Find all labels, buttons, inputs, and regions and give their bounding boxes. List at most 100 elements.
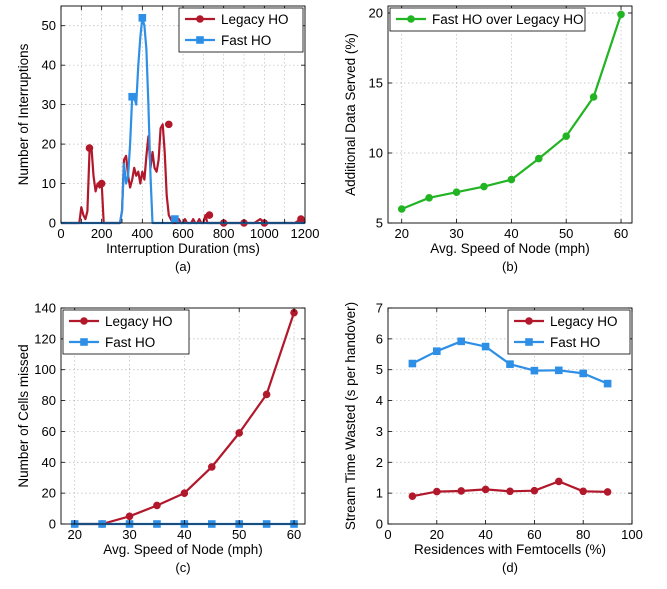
x-tick-label: 800 [213,226,235,241]
x-tick-label: 50 [559,226,573,241]
y-tick-label: 20 [369,6,383,21]
data-point [555,477,563,486]
chart-d: 0 20 40 60 80 100 0 1 2 3 4 5 6 7 Residences with Femt… [343,301,643,576]
y-tick-label: 3 [376,424,383,439]
x-tick-label: 0 [384,527,391,542]
series-d-1 [408,337,612,388]
y-tick-label: 120 [34,331,56,346]
x-tick-label: 20 [430,527,444,542]
legend-label: Legacy HO [221,12,289,27]
data-point [125,512,134,521]
legend-marker [80,338,88,346]
legend-marker [196,15,204,23]
y-tick-label: 30 [42,97,56,112]
y-tick-label: 10 [42,176,56,191]
data-point [530,366,539,375]
data-point [85,144,94,152]
x-tick-label: 600 [172,226,194,241]
y-axis-label: Additional Data Served (%) [343,33,358,196]
legend-a: Legacy HO Fast HO [178,7,304,53]
x-tick-label: 80 [576,527,590,542]
data-point [153,501,161,510]
chart-b: 20 30 40 50 60 5 10 15 20 Avg. Speed of Node (mph… [343,5,633,274]
y-axis-label: Number of Cells missed [16,344,31,487]
data-point [408,359,417,368]
subfigure-caption: (c) [175,560,190,575]
data-point [617,10,625,19]
legend-label: Legacy HO [550,314,618,329]
x-tick-label: 60 [614,226,628,241]
series-c-0 [70,308,298,528]
y-tick-label: 20 [42,137,56,152]
data-point [433,347,441,355]
x-tick-label: 60 [527,527,541,542]
x-tick-label: 400 [131,226,153,241]
plot-frame [60,307,306,525]
chart-c: 20 30 40 50 60 0 20 40 60 80 100 120 140 Avg. Speed o… [16,301,306,575]
y-tick-label: 2 [376,455,383,470]
data-point [128,92,136,101]
legend-marker [525,338,533,346]
x-tick-label: 40 [478,527,492,542]
legend-label: Fast HO [550,335,600,350]
data-point [457,487,466,495]
data-point [205,211,214,219]
y-axis-label: Number of Interruptions [16,43,31,185]
x-tick-label: 200 [91,226,113,241]
data-point [433,487,441,496]
x-tick-label: 30 [449,226,463,241]
data-point [562,132,571,140]
data-point [534,154,543,163]
y-tick-label: 40 [42,455,56,470]
data-point [164,120,173,129]
x-tick-label: 40 [177,527,191,542]
data-point [530,486,539,495]
plot-frame [387,5,633,224]
y-tick-label: 50 [42,18,56,33]
x-tick-label: 30 [122,527,136,542]
subfigure-caption: (b) [502,259,518,274]
y-tick-label: 6 [376,331,383,346]
data-point [480,182,488,191]
data-point [425,194,433,202]
y-tick-label: 5 [376,216,383,231]
data-point [481,485,490,494]
y-tick-label: 80 [42,393,56,408]
data-point [262,390,271,399]
subfigure-caption: (a) [175,259,191,274]
data-point [235,429,244,437]
grid-b [388,6,632,223]
data-point [180,489,189,497]
data-point [297,215,305,223]
y-tick-label: 140 [34,301,56,316]
y-tick-label: 0 [49,517,56,532]
x-axis-label: Interruption Duration (ms) [106,241,260,256]
y-tick-label: 0 [376,517,383,532]
x-tick-label: 1200 [291,226,320,241]
plot-frame [387,307,633,525]
data-point [589,93,598,101]
x-axis-label: Avg. Speed of Node (mph) [103,542,263,557]
x-axis-label: Residences with Femtocells (%) [414,542,606,557]
legend-d: Legacy HO Fast HO [507,309,631,355]
legend-marker [407,15,415,23]
data-point [507,175,516,184]
data-point [138,14,147,22]
legend-label: Legacy HO [105,314,173,329]
data-point [97,179,106,188]
y-tick-label: 20 [42,486,56,501]
series-d-0 [408,477,612,501]
x-tick-label: 20 [67,527,81,542]
legend-box [389,7,586,32]
x-axis-label: Avg. Speed of Node (mph) [430,241,590,256]
data-point [408,492,417,501]
data-point [171,215,179,223]
y-tick-label: 15 [369,76,383,91]
y-tick-label: 10 [369,146,383,161]
data-point [579,487,588,496]
x-tick-label: 0 [57,226,64,241]
subfigure-caption: (d) [502,560,518,575]
data-point [457,337,465,346]
y-axis-label: Stream Time Wasted (s per handover) [343,302,358,530]
